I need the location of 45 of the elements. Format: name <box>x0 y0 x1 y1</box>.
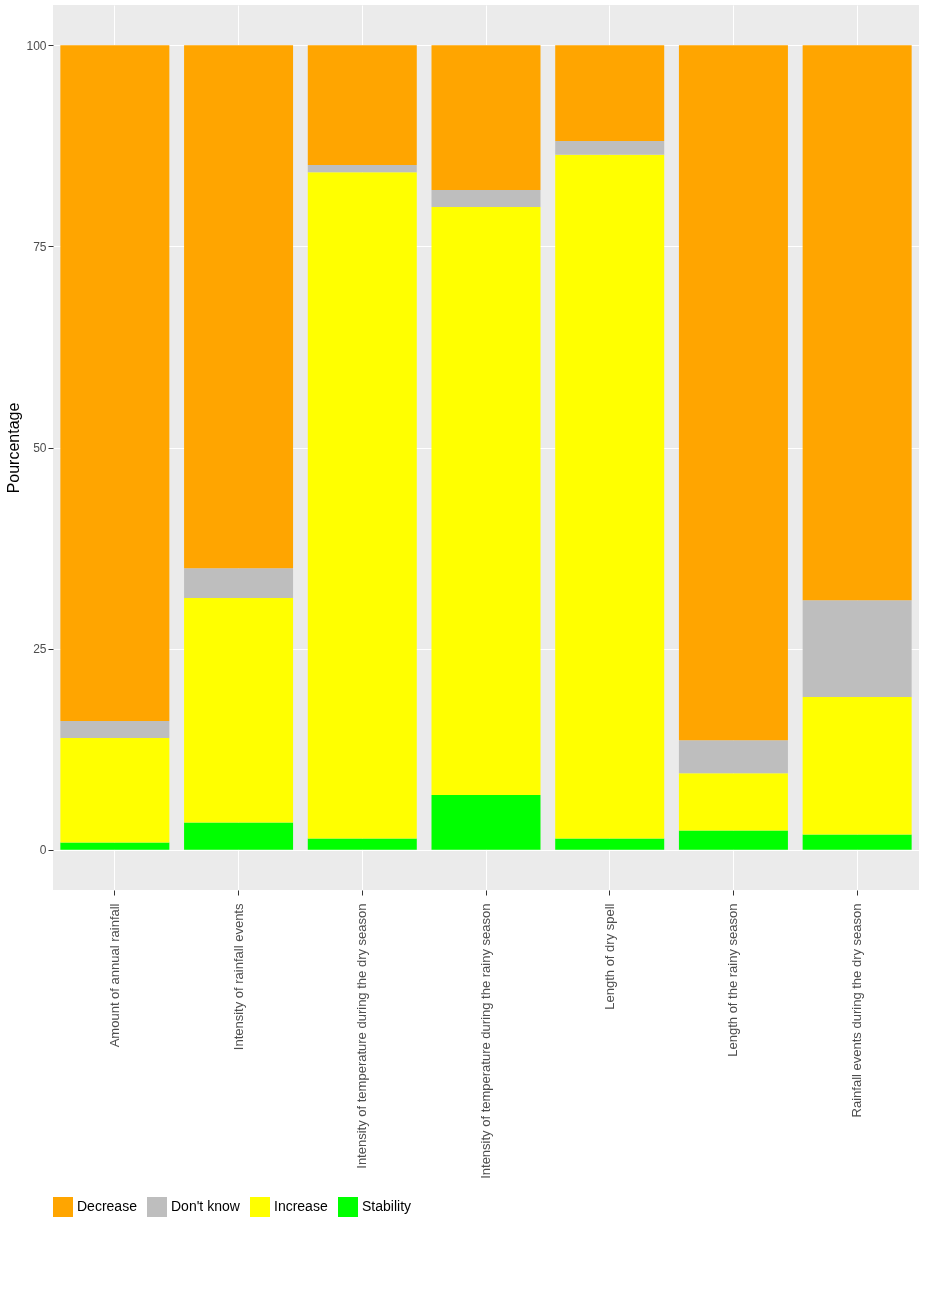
y-tick-label: 25 <box>33 642 47 657</box>
x-tick-label: Amount of annual rainfall <box>106 903 122 1048</box>
bar <box>184 568 294 598</box>
bar <box>802 600 912 697</box>
bar <box>678 830 788 850</box>
bar <box>431 45 541 191</box>
bar <box>307 838 417 850</box>
bar <box>678 740 788 774</box>
bar <box>802 45 912 601</box>
legend-label: Increase <box>274 1198 328 1214</box>
y-tick-label: 100 <box>26 38 47 53</box>
legend-label: Decrease <box>77 1198 138 1214</box>
x-tick-label: Intensity of rainfall events <box>230 903 246 1051</box>
bar <box>555 140 665 155</box>
y-tick-label: 75 <box>33 239 47 254</box>
y-tick-label: 0 <box>39 843 47 858</box>
x-tick-label: Rainfall events during the dry season <box>849 903 865 1118</box>
bar <box>802 696 912 835</box>
bar <box>555 154 665 839</box>
bar <box>60 45 170 722</box>
bar <box>60 737 170 843</box>
bar <box>307 45 417 166</box>
bar <box>431 190 541 207</box>
legend-label: Stability <box>362 1198 412 1214</box>
bar <box>184 597 294 823</box>
x-tick-label: Length of the rainy season <box>725 903 741 1057</box>
y-tick-label: 50 <box>33 441 47 455</box>
bar <box>184 822 294 850</box>
bar <box>555 838 665 850</box>
bar <box>431 795 541 850</box>
bar <box>307 165 417 173</box>
x-tick-label: Length of dry spell <box>601 903 617 1010</box>
bar <box>802 834 912 850</box>
y-axis-title: Pourcentage <box>5 402 23 494</box>
bar <box>60 721 170 738</box>
bar <box>678 773 788 831</box>
bar <box>60 842 170 850</box>
bar <box>555 45 665 141</box>
x-tick-label: Intensity of temperature during the dry season <box>354 903 370 1169</box>
bar <box>307 172 417 839</box>
x-tick-label: Intensity of temperature during the rainy season <box>478 903 493 1179</box>
legend-label: Don't know <box>171 1198 241 1214</box>
bar <box>431 206 541 796</box>
bar <box>184 45 294 569</box>
bar <box>678 45 788 741</box>
